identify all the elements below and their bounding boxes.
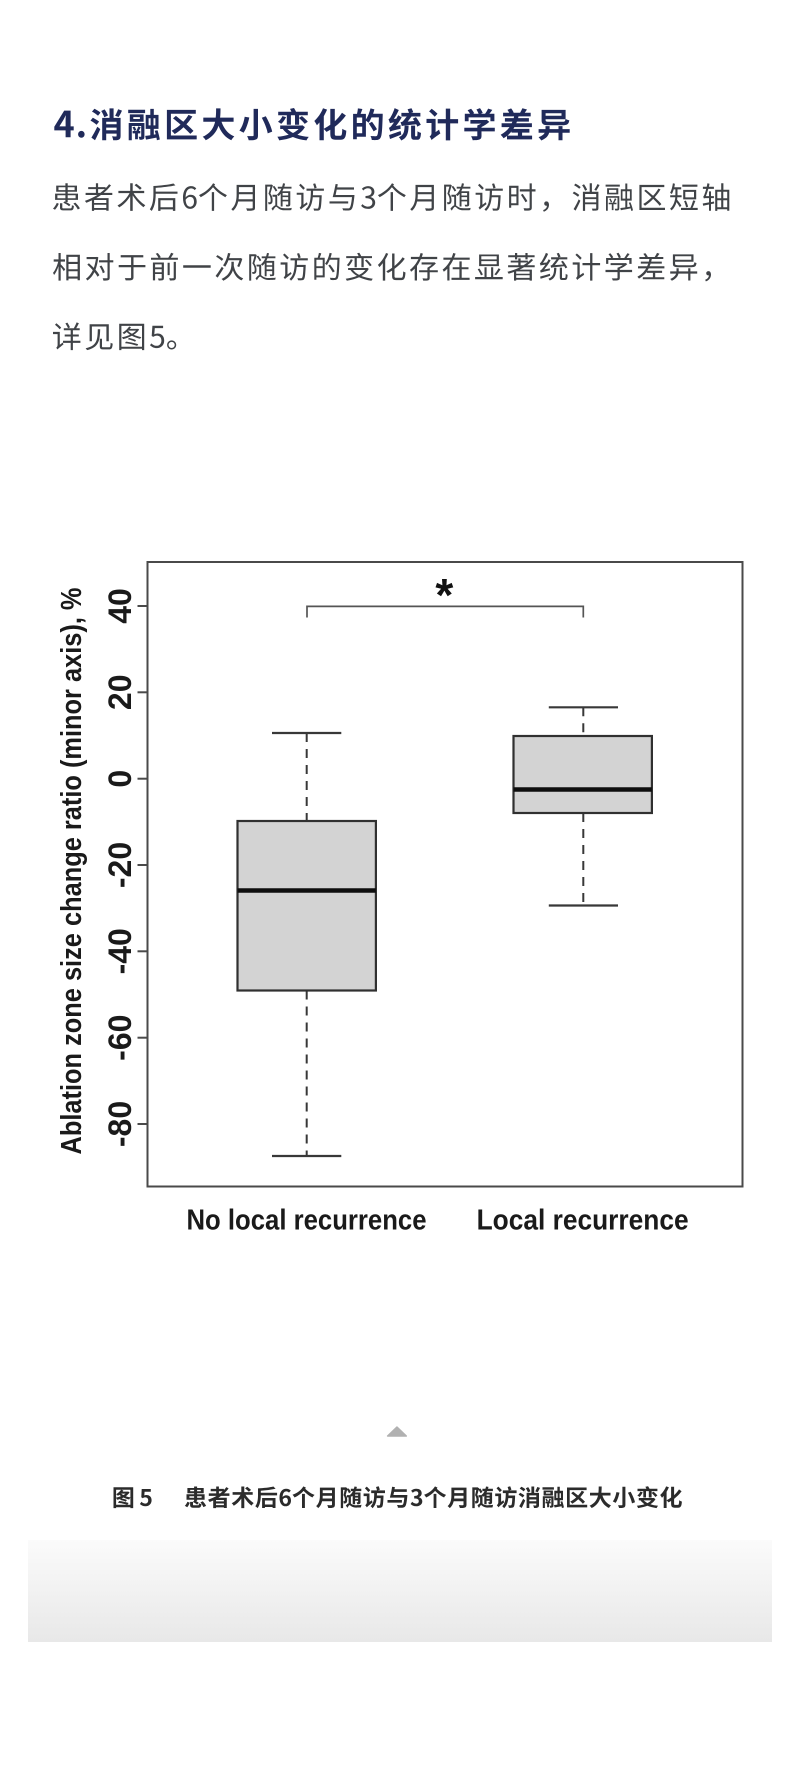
svg-text:0: 0 [102, 770, 138, 788]
svg-text:Ablation zone size change rati: Ablation zone size change ratio (minor a… [56, 588, 88, 1155]
svg-text:Local recurrence: Local recurrence [477, 1204, 689, 1236]
svg-text:-20: -20 [102, 842, 138, 888]
svg-text:-80: -80 [102, 1101, 138, 1147]
svg-text:20: 20 [102, 675, 138, 711]
svg-text:40: 40 [102, 588, 138, 624]
svg-text:-60: -60 [102, 1015, 138, 1061]
svg-text:-40: -40 [102, 928, 138, 974]
svg-text:*: * [435, 569, 453, 621]
svg-text:No local recurrence: No local recurrence [187, 1204, 427, 1236]
